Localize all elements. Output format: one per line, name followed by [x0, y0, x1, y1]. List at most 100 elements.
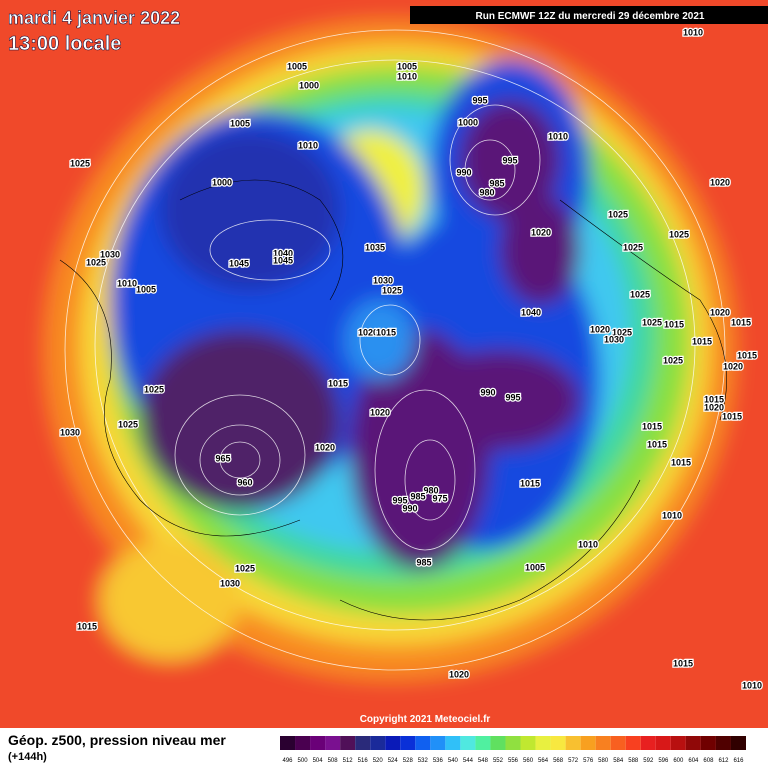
colorbar-swatch: [400, 736, 416, 750]
pressure-label: 1035: [365, 242, 385, 252]
footer-title: Géop. z500, pression niveau mer: [8, 732, 226, 748]
pressure-label: 1020: [704, 402, 724, 412]
colorbar-swatch: [430, 736, 446, 750]
pressure-label: 1015: [642, 421, 662, 431]
colorbar-label: 520: [373, 758, 384, 764]
colorbar-swatch: [340, 736, 356, 750]
pressure-label: 1020: [710, 307, 730, 317]
pressure-label: 1025: [608, 209, 628, 219]
colorbar-swatch: [295, 736, 311, 750]
pressure-label: 1015: [664, 319, 684, 329]
colorbar-label: 532: [418, 758, 429, 764]
pressure-label: 1025: [382, 285, 402, 295]
colorbar-swatch: [370, 736, 386, 750]
pressure-label: 1020: [358, 327, 378, 337]
pressure-label: 1020: [449, 669, 469, 679]
colorbar-label: 508: [328, 758, 339, 764]
colorbar-label: 568: [553, 758, 564, 764]
pressure-label: 1010: [662, 510, 682, 520]
isobars: [64, 29, 726, 671]
pressure-label: 1025: [86, 257, 106, 267]
colorbar-label: 548: [478, 758, 489, 764]
colorbar-swatch: [730, 736, 746, 750]
colorbar-swatch: [355, 736, 371, 750]
pressure-label: 1015: [376, 327, 396, 337]
colorbar-label: 516: [358, 758, 369, 764]
pressure-label: 995: [472, 95, 487, 105]
pressure-label: 1010: [548, 131, 568, 141]
colorbar-swatch: [280, 736, 296, 750]
colorbar-swatch: [595, 736, 611, 750]
pressure-label: 1005: [397, 61, 417, 71]
pressure-label: 1005: [136, 284, 156, 294]
colorbar-swatch: [385, 736, 401, 750]
pressure-label: 990: [402, 503, 417, 513]
colorbar-label: 576: [583, 758, 594, 764]
pressure-label: 1020: [723, 361, 743, 371]
pressure-label: 1015: [692, 336, 712, 346]
pressure-label: 1015: [722, 411, 742, 421]
pressure-label: 1020: [315, 442, 335, 452]
colorbar-label: 600: [673, 758, 684, 764]
colorbar-label: 504: [313, 758, 324, 764]
pressure-label: 1025: [118, 419, 138, 429]
colorbar-label: 580: [598, 758, 609, 764]
colorbar-swatch: [685, 736, 701, 750]
pressure-label: 1025: [669, 229, 689, 239]
pressure-label: 1015: [647, 439, 667, 449]
pressure-label: 1045: [273, 255, 293, 265]
time: 13:00 locale: [8, 33, 121, 55]
colorbar-label: 572: [568, 758, 579, 764]
pressure-label: 985: [489, 178, 504, 188]
pressure-label: 1010: [117, 278, 137, 288]
colorbar-swatch: [445, 736, 461, 750]
colorbar-label: 500: [298, 758, 309, 764]
colorbar-swatch: [310, 736, 326, 750]
pressure-label: 1025: [663, 355, 683, 365]
colorbar-label: 588: [628, 758, 639, 764]
pressure-label: 1025: [623, 242, 643, 252]
colorbar-label: 560: [523, 758, 534, 764]
pressure-label: 1020: [370, 407, 390, 417]
coastlines: [59, 179, 727, 621]
colorbar-swatch: [700, 736, 716, 750]
pressure-label: 1010: [578, 539, 598, 549]
colorbar-label: 596: [658, 758, 669, 764]
colorbar-label: 552: [493, 758, 504, 764]
colorbar-swatch: [625, 736, 641, 750]
pressure-label: 1015: [77, 621, 97, 631]
pressure-label: 975: [432, 493, 447, 503]
pressure-label: 1000: [299, 80, 319, 90]
pressure-label: 1025: [642, 317, 662, 327]
run-banner: [410, 6, 768, 24]
colorbar-swatch: [325, 736, 341, 750]
pressure-label: 1030: [220, 578, 240, 588]
pressure-label: 995: [392, 495, 407, 505]
colorbar-swatch: [640, 736, 656, 750]
colorbar: 496 500 504 508 512 516 520 524 528 532 536 540 544 5…: [280, 736, 746, 764]
pressure-label: 1030: [100, 249, 120, 259]
colorbar-swatch: [610, 736, 626, 750]
colorbar-swatch: [415, 736, 431, 750]
pressure-label: 1010: [683, 27, 703, 37]
pressure-label: 1020: [531, 227, 551, 237]
colorbar-swatch: [565, 736, 581, 750]
colorbar-label: 608: [703, 758, 714, 764]
pressure-label: 1000: [212, 177, 232, 187]
pressure-label: 960: [237, 477, 252, 487]
pressure-label: 1020: [710, 177, 730, 187]
colorbar-swatch: [655, 736, 671, 750]
colorbar-label: 616: [733, 758, 744, 764]
pressure-label: 1030: [60, 427, 80, 437]
pressure-label: 985: [416, 557, 431, 567]
pressure-label: 995: [505, 392, 520, 402]
colorbar-label: 540: [448, 758, 459, 764]
colorbar-label: 584: [613, 758, 624, 764]
pressure-label: 1015: [328, 378, 348, 388]
colorbar-swatch: [490, 736, 506, 750]
pressure-label: 1025: [144, 384, 164, 394]
pressure-label: 1040: [273, 248, 293, 258]
pressure-label: 1030: [604, 334, 624, 344]
